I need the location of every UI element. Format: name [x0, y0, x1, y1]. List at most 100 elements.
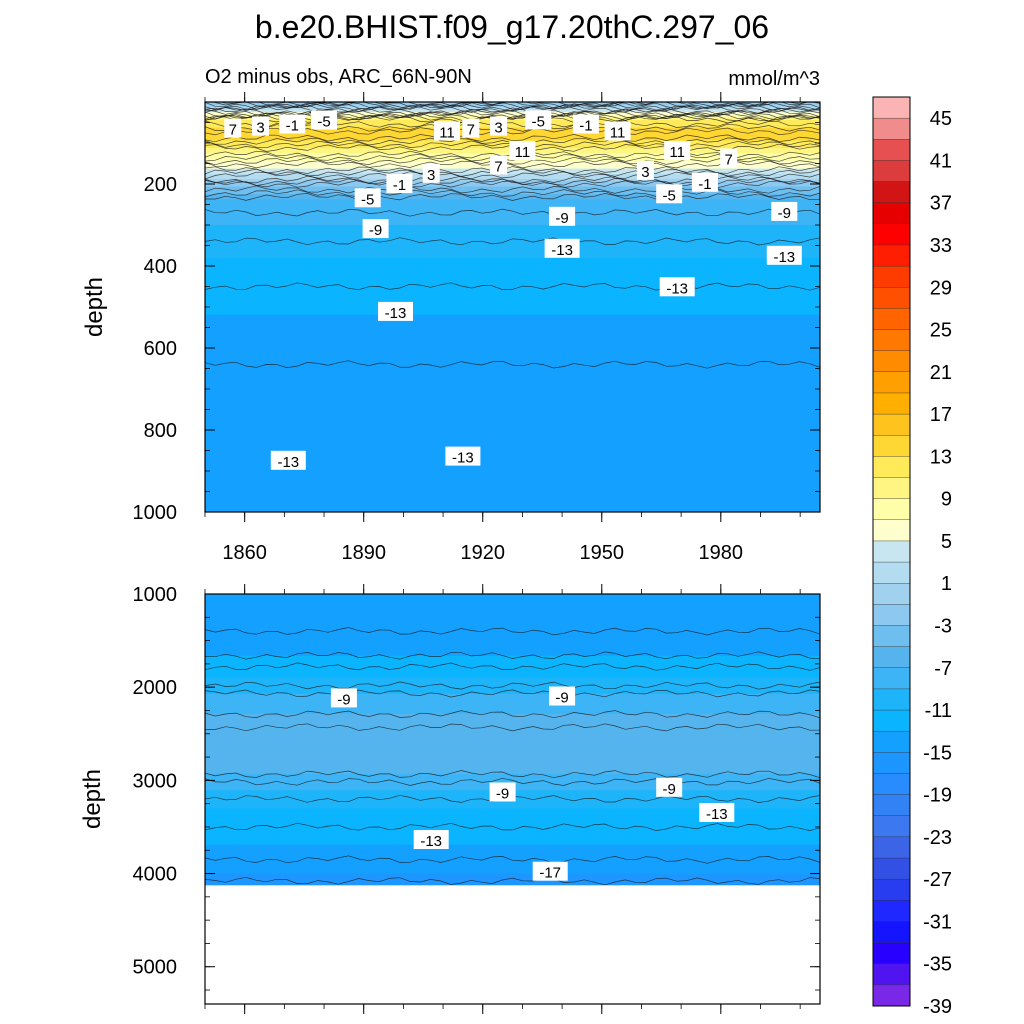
contour-label-text: -13 [773, 249, 795, 266]
colorbar-bin [872, 477, 911, 500]
contour-label-box [699, 803, 735, 822]
color-band [205, 440, 820, 444]
contour-label-box [354, 188, 381, 208]
color-band [205, 594, 820, 597]
colorbar-label: 37 [930, 193, 952, 215]
color-band [205, 184, 820, 188]
contour-line [205, 777, 820, 786]
y-tick-label: 200 [144, 174, 177, 196]
color-band [205, 748, 820, 751]
color-band [205, 319, 820, 323]
color-band [205, 650, 820, 653]
contour-line [205, 115, 820, 124]
colorbar-label: -27 [923, 869, 952, 891]
color-band [205, 715, 820, 719]
contour-label-text: -17 [539, 865, 561, 882]
color-band [205, 612, 820, 615]
color-band [205, 684, 820, 688]
colorbar-bin [872, 942, 911, 965]
colorbar-bin [872, 815, 911, 838]
color-band [205, 681, 820, 684]
contour-label-text: 3 [494, 120, 502, 137]
color-band [205, 365, 820, 370]
colorbar-bin [872, 984, 911, 1007]
color-band [205, 237, 820, 241]
color-band [205, 881, 820, 884]
color-band [205, 766, 820, 770]
colorbar-bin [872, 498, 911, 521]
contour-line [205, 112, 820, 121]
color-band [205, 844, 820, 848]
contour-line [205, 237, 820, 246]
lower-axes: 1000 2000 3000 4000 5000 [133, 584, 820, 1014]
color-band [205, 412, 820, 416]
contour-label: -13 [413, 830, 449, 850]
color-band [205, 168, 820, 172]
color-band [205, 743, 820, 746]
colorbar-bin [872, 139, 911, 161]
y-tick-label: 400 [144, 256, 177, 278]
colorbar-label: 21 [930, 362, 952, 384]
color-band [205, 762, 820, 766]
color-band [205, 832, 820, 835]
contour-label-text: -5 [663, 187, 676, 204]
contour-label: -5 [656, 184, 683, 204]
color-band [205, 693, 820, 697]
color-band [205, 733, 820, 737]
contour-label: 3 [636, 160, 654, 181]
color-band [205, 263, 820, 267]
colorbar-bin [872, 773, 911, 796]
colorbar-bin [872, 308, 911, 331]
contour-line [205, 134, 820, 143]
color-band [205, 781, 820, 784]
color-band [205, 499, 820, 503]
color-band [205, 286, 820, 290]
contour-label: -5 [525, 110, 552, 131]
color-band [205, 201, 820, 206]
contour-line [205, 119, 820, 128]
color-band [205, 496, 820, 500]
color-band [205, 801, 820, 804]
x-tick-label: 1950 [580, 542, 625, 564]
x-tick-label: 1920 [460, 542, 505, 564]
color-band [205, 432, 820, 436]
color-band [205, 371, 820, 375]
color-band [205, 330, 820, 334]
color-band [205, 191, 820, 195]
color-band [205, 406, 820, 411]
contour-label-text: -9 [778, 205, 791, 222]
color-band [205, 608, 820, 611]
color-band [205, 117, 820, 121]
contour-label-box [544, 238, 580, 258]
color-band [205, 761, 820, 764]
lower-panel: -9 -9 -9 -9 -13 -13 -17 1000 2000 3000 4000 5000 d… [79, 584, 821, 1014]
color-band [205, 597, 820, 601]
color-band [205, 699, 820, 702]
color-band [205, 309, 820, 313]
contour-line [205, 710, 820, 719]
color-band [205, 673, 820, 677]
color-band [205, 381, 820, 385]
colorbar-label: -23 [923, 827, 952, 849]
contour-label-text: 3 [427, 167, 435, 184]
color-band [205, 437, 820, 441]
color-band [205, 603, 820, 606]
color-band [205, 677, 820, 680]
color-band [205, 160, 820, 165]
color-band [205, 276, 820, 280]
colorbar-label: 9 [941, 489, 952, 511]
contour-label-text: -13 [666, 280, 688, 297]
color-band [205, 345, 820, 349]
contour-label: 7 [224, 118, 242, 139]
color-band [205, 837, 820, 840]
color-band [205, 422, 820, 426]
contour-label-text: -5 [361, 191, 374, 208]
contour-label-text: -1 [579, 118, 592, 135]
contour-label: -9 [489, 782, 516, 803]
color-band [205, 717, 820, 720]
color-band [205, 648, 820, 651]
lower-ylabel: depth [79, 769, 106, 829]
color-band [205, 879, 820, 882]
color-band [205, 114, 820, 118]
